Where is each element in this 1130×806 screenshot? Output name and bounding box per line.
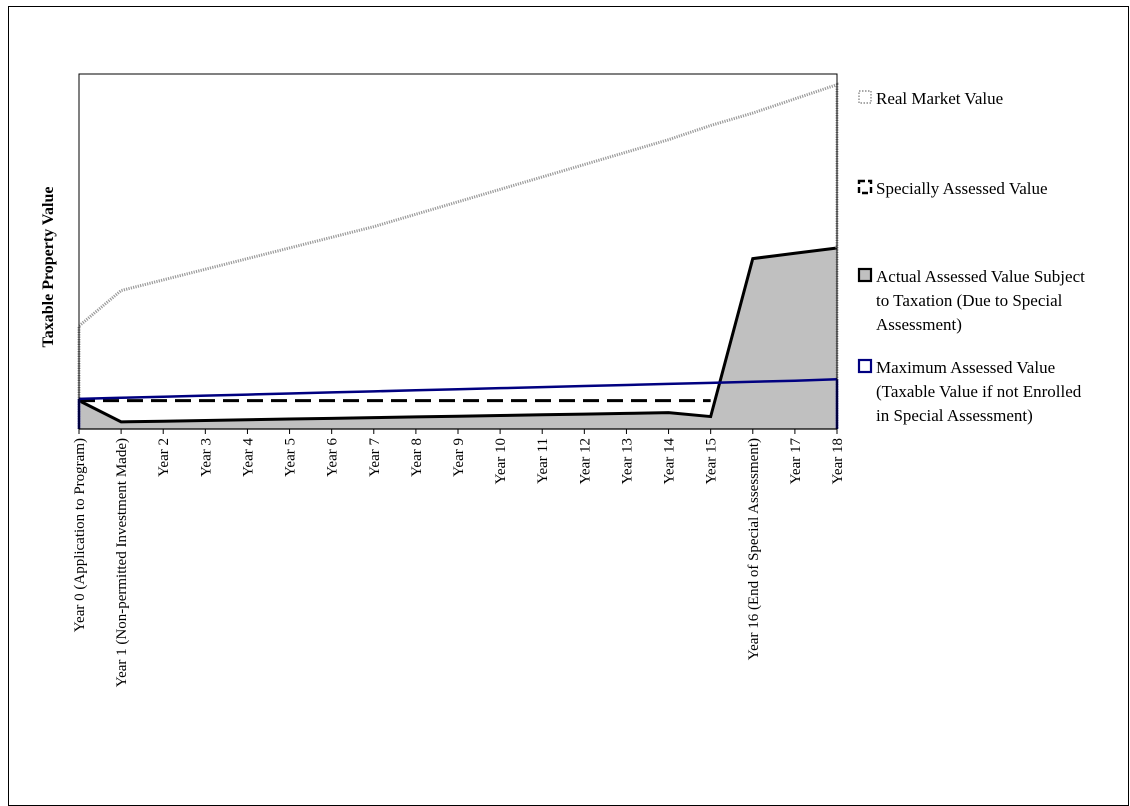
x-tick-label: Year 2	[156, 438, 172, 477]
x-tick-label: Year 0 (Application to Program)	[72, 438, 88, 632]
x-tick-label: Year 9	[451, 438, 467, 477]
legend-label-maximum-assessed-value-line-1: Maximum Assessed Value	[876, 358, 1055, 377]
x-tick-label: Year 17	[788, 438, 804, 485]
legend-swatch-actual-assessed-value	[857, 267, 873, 283]
x-tick-label: Year 5	[283, 438, 299, 477]
chart-svg: Year 0 (Application to Program) Year 1 (N…	[40, 73, 1085, 687]
legend-label-real-market-value: Real Market Value	[876, 89, 1003, 108]
legend-label-actual-assessed-value-line-3: Assessment)	[876, 315, 962, 334]
legend-label-actual-assessed-value-line-1: Actual Assessed Value Subject	[876, 267, 1085, 286]
x-tick-label: Year 1 (Non-permitted Investment Made)	[114, 438, 130, 687]
legend-item-specially-assessed-value: Specially Assessed Value	[857, 179, 1048, 198]
x-tick-label: Year 16 (End of Special Assessment)	[746, 438, 762, 660]
x-tick-label: Year 10	[493, 438, 509, 484]
x-tick-label: Year 11	[535, 438, 551, 484]
legend-label-actual-assessed-value-line-2: to Taxation (Due to Special	[876, 291, 1063, 310]
legend: Real Market Value Specially Assessed Val…	[857, 89, 1085, 425]
x-axis: Year 0 (Application to Program) Year 1 (N…	[72, 428, 846, 687]
legend-item-actual-assessed-value: Actual Assessed Value Subject to Taxatio…	[857, 267, 1085, 334]
legend-swatch-specially-assessed-value	[857, 179, 873, 195]
x-tick-label: Year 13	[619, 438, 635, 484]
chart-frame	[8, 6, 1129, 806]
x-tick-label: Year 3	[198, 438, 214, 477]
x-tick-label: Year 18	[830, 438, 846, 484]
legend-label-maximum-assessed-value-line-2: (Taxable Value if not Enrolled	[876, 382, 1082, 401]
x-tick-label: Year 8	[409, 438, 425, 477]
x-tick-label: Year 7	[367, 438, 383, 477]
x-tick-label: Year 15	[704, 438, 720, 484]
series-area-actual-assessed-value	[79, 247, 837, 429]
legend-item-maximum-assessed-value: Maximum Assessed Value (Taxable Value if…	[857, 358, 1082, 425]
area-layer	[79, 247, 837, 429]
line-layer	[77, 82, 839, 429]
series-line-actual-assessed-value	[78, 246, 838, 424]
legend-swatch-maximum-assessed-value	[857, 358, 873, 374]
legend-label-specially-assessed-value: Specially Assessed Value	[876, 179, 1048, 198]
legend-item-real-market-value: Real Market Value	[858, 89, 1003, 108]
y-axis-label: Taxable Property Value	[40, 187, 57, 348]
series-line-real-market-value	[77, 82, 839, 429]
x-tick-label: Year 4	[240, 438, 256, 477]
series-line-maximum-assessed-value	[78, 378, 838, 401]
legend-swatch-real-market-value	[858, 90, 872, 104]
chart-stage: Year 0 (Application to Program) Year 1 (N…	[8, 6, 1129, 806]
x-tick-label: Year 6	[325, 438, 341, 477]
x-tick-label: Year 12	[577, 438, 593, 484]
legend-label-maximum-assessed-value-line-3: in Special Assessment)	[876, 406, 1033, 425]
x-tick-label: Year 14	[662, 438, 678, 485]
